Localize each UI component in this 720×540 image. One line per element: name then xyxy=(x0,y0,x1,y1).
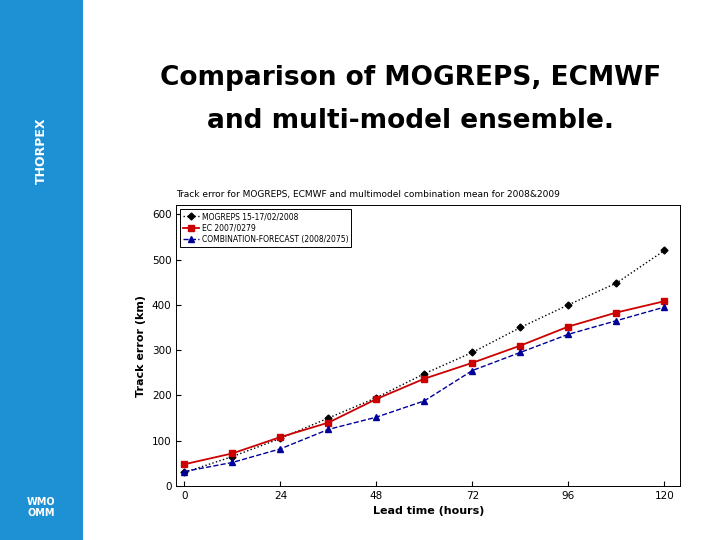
MOGREPS 15-17/02/2008 xyxy=(228,453,237,460)
Y-axis label: Track error (km): Track error (km) xyxy=(136,295,146,396)
COMBINATION-FORECAST (2008/2075) xyxy=(228,459,237,465)
Line: MOGREPS 15-17/02/2008: MOGREPS 15-17/02/2008 xyxy=(182,248,667,475)
MOGREPS 15-17/02/2008 xyxy=(420,370,428,377)
EC 2007/0279 xyxy=(468,360,477,366)
EC 2007/0279 xyxy=(180,461,189,468)
COMBINATION-FORECAST (2008/2075) xyxy=(516,349,525,356)
COMBINATION-FORECAST (2008/2075) xyxy=(612,318,621,324)
EC 2007/0279 xyxy=(420,375,428,382)
Text: Track error for MOGREPS, ECMWF and multimodel combination mean for 2008&2009: Track error for MOGREPS, ECMWF and multi… xyxy=(176,190,560,199)
EC 2007/0279 xyxy=(324,420,333,426)
MOGREPS 15-17/02/2008 xyxy=(612,280,621,286)
COMBINATION-FORECAST (2008/2075) xyxy=(468,367,477,374)
MOGREPS 15-17/02/2008 xyxy=(516,324,525,330)
COMBINATION-FORECAST (2008/2075) xyxy=(660,304,669,310)
Text: Comparison of MOGREPS, ECMWF: Comparison of MOGREPS, ECMWF xyxy=(160,65,661,91)
COMBINATION-FORECAST (2008/2075) xyxy=(420,397,428,404)
MOGREPS 15-17/02/2008 xyxy=(564,302,572,308)
COMBINATION-FORECAST (2008/2075) xyxy=(324,426,333,433)
MOGREPS 15-17/02/2008 xyxy=(468,349,477,356)
EC 2007/0279 xyxy=(276,434,284,440)
MOGREPS 15-17/02/2008 xyxy=(372,394,381,401)
MOGREPS 15-17/02/2008 xyxy=(660,247,669,254)
EC 2007/0279 xyxy=(516,342,525,349)
Legend: MOGREPS 15-17/02/2008, EC 2007/0279, COMBINATION-FORECAST (2008/2075): MOGREPS 15-17/02/2008, EC 2007/0279, COM… xyxy=(180,209,351,247)
Text: WMO
OMM: WMO OMM xyxy=(27,497,55,518)
EC 2007/0279 xyxy=(564,323,572,330)
Line: COMBINATION-FORECAST (2008/2075): COMBINATION-FORECAST (2008/2075) xyxy=(181,305,667,474)
COMBINATION-FORECAST (2008/2075) xyxy=(564,331,572,338)
EC 2007/0279 xyxy=(372,396,381,402)
MOGREPS 15-17/02/2008 xyxy=(324,415,333,421)
X-axis label: Lead time (hours): Lead time (hours) xyxy=(373,507,484,516)
Text: and multi-model ensemble.: and multi-model ensemble. xyxy=(207,108,614,134)
Text: THORPEX: THORPEX xyxy=(35,118,48,185)
MOGREPS 15-17/02/2008 xyxy=(180,469,189,476)
EC 2007/0279 xyxy=(660,298,669,305)
COMBINATION-FORECAST (2008/2075) xyxy=(372,414,381,421)
MOGREPS 15-17/02/2008 xyxy=(276,435,284,442)
EC 2007/0279 xyxy=(228,450,237,457)
COMBINATION-FORECAST (2008/2075) xyxy=(180,468,189,475)
COMBINATION-FORECAST (2008/2075) xyxy=(276,446,284,452)
EC 2007/0279 xyxy=(612,309,621,316)
Line: EC 2007/0279: EC 2007/0279 xyxy=(181,299,667,467)
